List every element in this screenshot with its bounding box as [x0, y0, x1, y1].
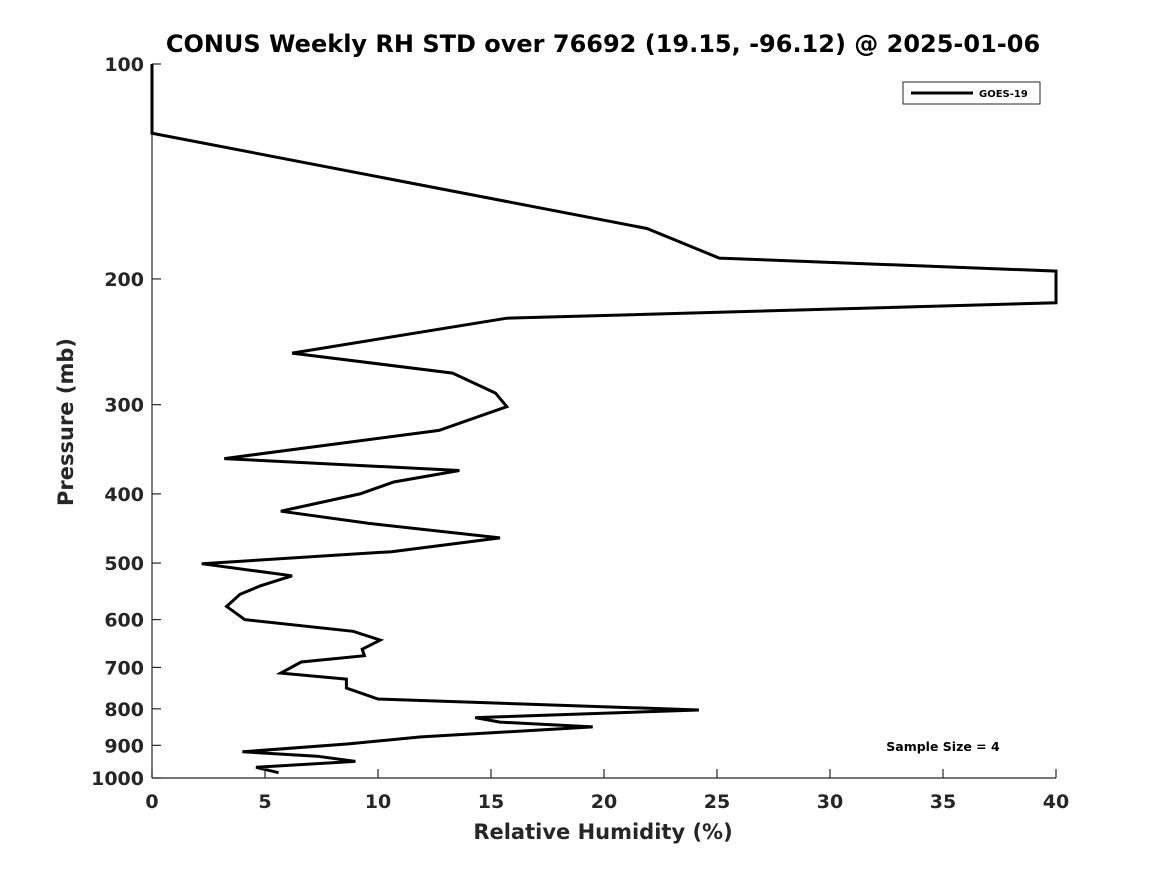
y-tick-label: 700 — [104, 657, 144, 679]
y-tick-label: 1000 — [91, 768, 144, 790]
x-tick-label: 35 — [930, 791, 956, 813]
legend-entry-label: GOES-19 — [979, 89, 1028, 100]
x-tick-label: 30 — [817, 791, 843, 813]
y-tick-label: 400 — [104, 484, 144, 506]
y-axis-label: Pressure (mb) — [54, 338, 78, 506]
x-tick-label: 25 — [704, 791, 730, 813]
y-tick-label: 100 — [104, 54, 144, 76]
y-tick-label: 800 — [104, 699, 144, 721]
y-tick-label: 600 — [104, 610, 144, 632]
y-tick-label: 200 — [104, 269, 144, 291]
x-axis-label: Relative Humidity (%) — [473, 820, 732, 844]
x-tick-label: 15 — [478, 791, 504, 813]
sample-size-annotation: Sample Size = 4 — [886, 739, 1000, 754]
axis-ticks: 0 5 10 15 20 25 30 35 40 100 200 300 400 500 600 700 800… — [91, 54, 1069, 813]
x-tick-label: 5 — [258, 791, 271, 813]
y-tick-label: 900 — [104, 735, 144, 757]
legend: GOES-19 — [902, 81, 1041, 105]
x-tick-label: 10 — [365, 791, 391, 813]
y-tick-label: 300 — [104, 395, 144, 417]
x-tick-label: 40 — [1043, 791, 1069, 813]
y-tick-label: 500 — [104, 553, 144, 575]
series-layer — [150, 64, 1058, 775]
series-line-goes-19 — [150, 64, 1058, 775]
x-tick-label: 0 — [145, 791, 158, 813]
x-tick-label: 20 — [591, 791, 617, 813]
chart-title: CONUS Weekly RH STD over 76692 (19.15, -… — [166, 30, 1040, 58]
